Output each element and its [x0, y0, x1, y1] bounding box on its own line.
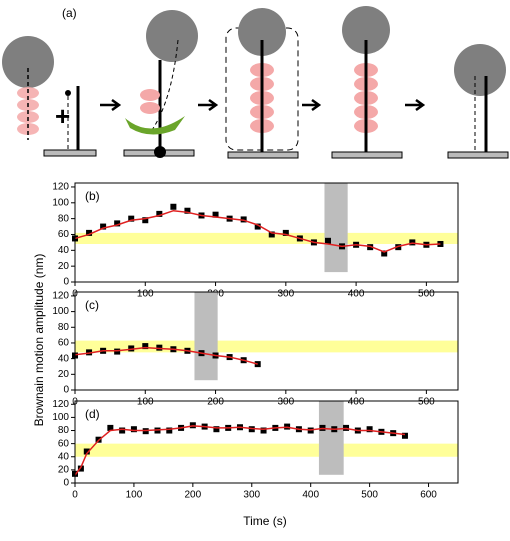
data-point	[142, 217, 149, 224]
y-tick-label: 120	[52, 291, 69, 302]
y-tick-label: 80	[58, 425, 70, 436]
panel-label: (c)	[85, 298, 99, 312]
data-point	[170, 203, 177, 210]
y-tick-label: 20	[58, 369, 70, 380]
y-tick-label: 60	[58, 338, 70, 349]
data-point	[86, 229, 93, 236]
data-point	[107, 424, 114, 431]
data-point	[114, 220, 121, 227]
data-point	[156, 210, 163, 217]
x-tick-label: 300	[243, 490, 260, 501]
x-tick-label: 0	[72, 490, 78, 501]
panel-label: (a)	[62, 6, 77, 20]
data-point	[213, 426, 220, 433]
x-tick-label: 500	[418, 397, 435, 408]
bead	[2, 36, 54, 88]
y-tick-label: 0	[63, 478, 69, 489]
shaded-interval	[318, 401, 344, 475]
schematic: (a) +	[2, 6, 509, 159]
y-tick-label: 80	[58, 213, 70, 224]
plot-frame	[74, 400, 459, 484]
y-tick-label: 60	[58, 438, 70, 449]
plus: +	[55, 101, 70, 131]
fit-line	[74, 209, 441, 253]
x-tick-label: 500	[418, 289, 435, 300]
data-point	[130, 426, 137, 433]
data-point	[324, 237, 331, 244]
panel-label: (b)	[85, 189, 100, 203]
data-point	[86, 349, 93, 356]
x-tick-label: 400	[348, 289, 365, 300]
shaded-interval	[194, 292, 218, 381]
reference-band	[75, 443, 458, 457]
panel-label: (d)	[85, 407, 100, 421]
x-tick-label: 300	[277, 289, 294, 300]
x-tick-label: 600	[420, 490, 437, 501]
reference-band	[75, 340, 458, 353]
y-tick-label: 80	[58, 322, 70, 333]
data-point	[268, 231, 275, 238]
protein	[17, 87, 39, 135]
y-tick-label: 60	[58, 229, 70, 240]
x-tick-label: 200	[185, 490, 202, 501]
data-point	[100, 223, 107, 230]
shaded-interval	[324, 183, 348, 273]
data-point	[142, 343, 149, 350]
data-point	[156, 344, 163, 351]
fit-line	[74, 346, 258, 365]
x-tick-label: 100	[126, 490, 143, 501]
data-point	[128, 215, 135, 222]
y-tick-label: 120	[52, 182, 69, 193]
y-tick-label: 20	[58, 261, 70, 272]
data-point	[260, 427, 267, 434]
x-tick-label: 500	[361, 490, 378, 501]
y-tick-label: 40	[58, 245, 70, 256]
data-point	[128, 345, 135, 352]
y-tick-label: 20	[58, 465, 70, 476]
y-tick-label: 0	[63, 277, 69, 288]
data-point	[254, 223, 261, 230]
data-point	[366, 426, 373, 433]
y-tick-label: 100	[52, 306, 69, 317]
data-point	[282, 229, 289, 236]
plot-frame	[74, 182, 459, 283]
data-point	[119, 427, 126, 434]
plot-frame	[74, 291, 459, 391]
x-tick-label: 200	[207, 397, 224, 408]
y-tick-label: 120	[52, 399, 69, 410]
data-point	[401, 432, 408, 439]
data-point	[83, 448, 90, 455]
x-tick-label: 300	[277, 397, 294, 408]
y-tick-label: 40	[58, 353, 70, 364]
data-point	[77, 465, 84, 472]
data-point	[114, 348, 121, 355]
y-tick-label: 40	[58, 451, 70, 462]
data-point	[381, 250, 388, 257]
fit-line	[74, 425, 406, 476]
data-point	[166, 427, 173, 434]
data-point	[184, 207, 191, 214]
data-point	[409, 239, 416, 246]
x-tick-label: 400	[302, 490, 319, 501]
x-axis-label: Time (s)	[243, 514, 287, 528]
y-axis-label: Brownain motion amplitude (nm)	[32, 254, 46, 427]
data-point	[240, 216, 247, 223]
x-tick-label: 100	[137, 289, 154, 300]
x-tick-label: 400	[348, 397, 365, 408]
reference-band	[75, 232, 458, 244]
y-tick-label: 100	[52, 412, 69, 423]
x-tick-label: 100	[137, 397, 154, 408]
data-point	[212, 211, 219, 218]
y-tick-label: 100	[52, 197, 69, 208]
y-tick-label: 0	[63, 385, 69, 396]
